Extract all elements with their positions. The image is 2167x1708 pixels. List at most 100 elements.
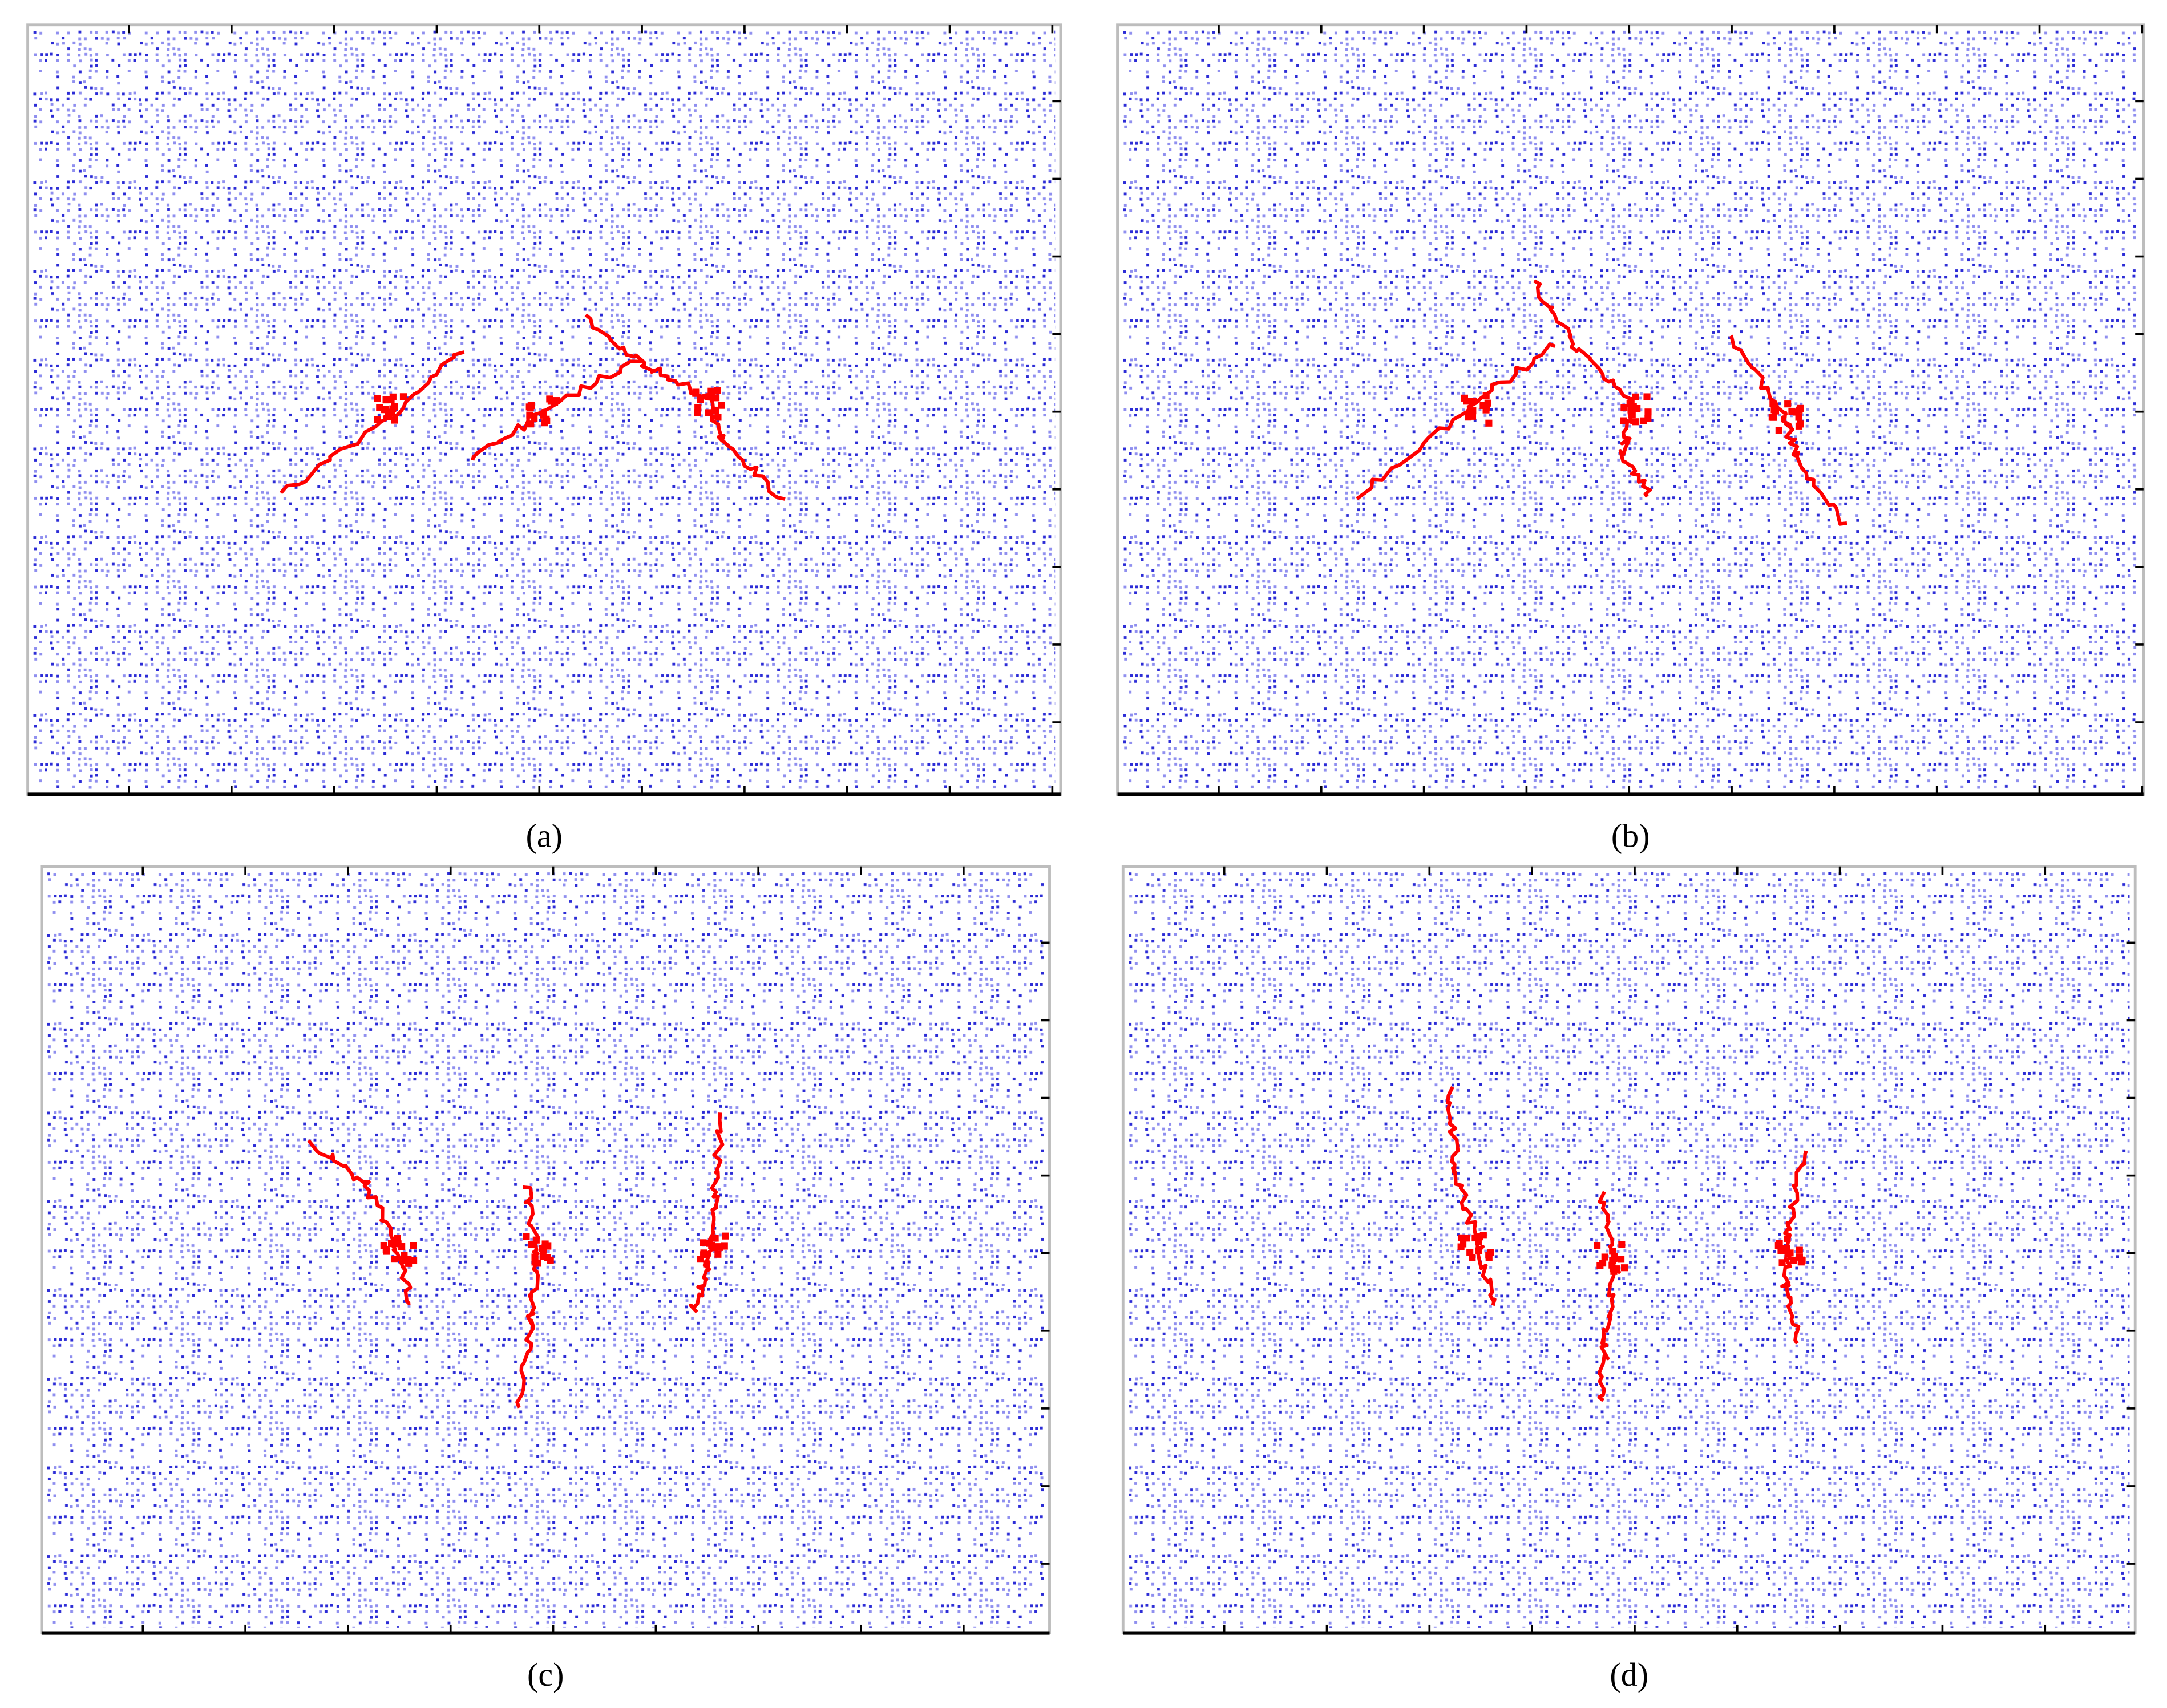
- crack: [307, 1139, 413, 1305]
- crack-cluster: [1463, 1235, 1470, 1242]
- panel-caption: (c): [527, 1656, 564, 1693]
- crack-cluster: [703, 1260, 710, 1268]
- crack-cluster: [1485, 419, 1493, 427]
- panel: [40, 865, 1051, 1635]
- crack: [584, 313, 786, 501]
- crack: [1729, 334, 1847, 526]
- crack: [279, 350, 465, 495]
- crack-cluster: [692, 388, 700, 396]
- crack-cluster: [718, 402, 725, 409]
- crack-cluster: [374, 416, 381, 423]
- crack-cluster: [532, 1236, 540, 1244]
- crack-cluster: [1461, 394, 1468, 402]
- crack-cluster: [697, 1256, 704, 1263]
- crack: [515, 1185, 540, 1409]
- crack-cluster: [700, 1239, 707, 1246]
- crack-cluster: [1457, 1243, 1465, 1250]
- crack-cluster: [1644, 415, 1652, 422]
- crack-cluster: [1798, 1257, 1806, 1264]
- crack: [471, 359, 642, 461]
- crack-cluster: [1470, 398, 1478, 405]
- crack-cluster: [1772, 407, 1780, 415]
- crack-cluster: [714, 414, 722, 421]
- crack-cluster: [1482, 392, 1490, 400]
- crack-cluster: [1784, 400, 1792, 408]
- panel: [1116, 23, 2145, 796]
- crack-cluster: [410, 1257, 418, 1264]
- crack-cluster: [1769, 399, 1777, 407]
- crack-cluster: [1793, 408, 1800, 416]
- panel-caption: (d): [1610, 1656, 1648, 1693]
- crack-cluster: [1628, 411, 1636, 418]
- crack-cluster: [1768, 414, 1776, 421]
- crack-cluster: [1476, 1233, 1483, 1241]
- crack-cluster: [1475, 1247, 1482, 1254]
- crack-cluster: [700, 1249, 707, 1257]
- crack-cluster: [1485, 1252, 1493, 1259]
- crack-cluster: [527, 420, 535, 428]
- crack-cluster: [694, 409, 701, 416]
- crack-cluster: [706, 393, 713, 400]
- crack-cluster: [714, 387, 721, 394]
- crack-cluster: [1479, 402, 1487, 409]
- crack-cluster: [705, 409, 712, 416]
- crack-cluster: [1469, 407, 1477, 415]
- panel: [1121, 865, 2137, 1635]
- crack-cluster: [547, 1256, 554, 1264]
- crack-cluster: [1594, 1242, 1601, 1249]
- crack-cluster: [1627, 404, 1635, 411]
- crack-cluster: [382, 396, 390, 404]
- crack-cluster: [527, 404, 534, 411]
- crack-cluster: [1469, 1254, 1476, 1261]
- crack-cluster: [391, 416, 398, 424]
- crack-cluster: [721, 1242, 728, 1250]
- crack-cluster: [410, 1242, 417, 1249]
- crack: [1597, 1191, 1621, 1402]
- crack-cluster: [714, 1250, 722, 1258]
- crack-cluster: [544, 1242, 552, 1250]
- crack-cluster: [1643, 393, 1651, 400]
- crack-cluster: [1596, 1262, 1604, 1269]
- crack-cluster: [1608, 1261, 1616, 1269]
- crack-cluster: [394, 1235, 401, 1242]
- crack-cluster: [1620, 404, 1628, 412]
- crack-cluster: [1632, 418, 1640, 426]
- crack-cluster: [531, 1253, 539, 1261]
- crack: [1356, 342, 1556, 500]
- crack-cluster: [1618, 1241, 1626, 1248]
- crack-cluster: [1457, 1234, 1465, 1241]
- panel: [26, 23, 1062, 796]
- crack-cluster: [399, 393, 407, 400]
- crack-cluster: [551, 399, 559, 406]
- crack-cluster: [1617, 1256, 1625, 1263]
- crack: [1780, 1150, 1808, 1345]
- particle-field: [1129, 872, 2130, 1628]
- crack-cluster: [383, 1248, 390, 1255]
- crack-cluster: [382, 406, 389, 414]
- crack-cluster: [1620, 1264, 1628, 1272]
- crack-cluster: [697, 396, 704, 403]
- crack-cluster: [1779, 1245, 1786, 1252]
- crack: [689, 1112, 725, 1313]
- crack-cluster: [526, 411, 533, 419]
- crack-cluster: [1644, 408, 1652, 416]
- crack-cluster: [539, 1253, 547, 1260]
- crack-cluster: [374, 395, 381, 402]
- crack-cluster: [387, 1240, 395, 1248]
- crack-cluster: [389, 393, 397, 400]
- crack-cluster: [712, 406, 719, 414]
- panel-caption: (a): [526, 817, 563, 855]
- crack-cluster: [398, 1243, 406, 1250]
- crack-cluster: [1796, 1246, 1803, 1254]
- panel-caption: (b): [1611, 817, 1650, 855]
- crack-cluster: [390, 1256, 398, 1263]
- crack-cluster: [376, 404, 383, 411]
- crack-cluster: [1620, 417, 1627, 424]
- crack-cluster: [1465, 412, 1472, 420]
- crack-cluster: [401, 1252, 408, 1260]
- crack-cluster: [1775, 427, 1782, 434]
- crack-cluster: [534, 1260, 541, 1267]
- crack-cluster: [711, 1244, 718, 1252]
